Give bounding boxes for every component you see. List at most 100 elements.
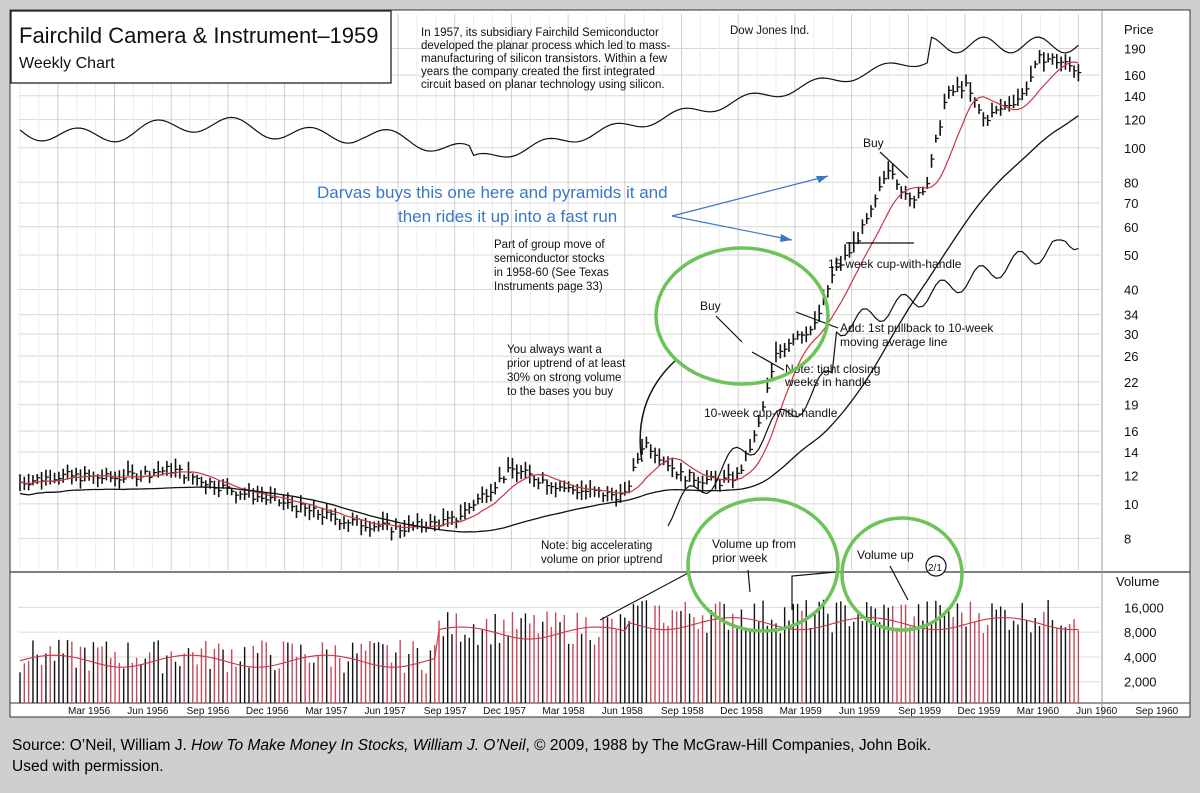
group-move-note-line: Instruments page 33)	[494, 281, 603, 293]
price-tick-label: 34	[1124, 308, 1138, 323]
date-tick-label: Dec 1956	[246, 706, 289, 717]
price-tick-label: 26	[1124, 349, 1138, 364]
date-tick-label: Mar 1956	[68, 706, 111, 717]
date-tick-label: Jun 1958	[602, 706, 644, 717]
cup-15-week-label: 15-week cup-with-handle	[828, 257, 962, 271]
darvas-note-line2: then rides it up into a fast run	[398, 207, 617, 226]
price-tick-label: 50	[1124, 248, 1138, 263]
add-note-line: Add: 1st pullback to 10-week	[840, 321, 994, 335]
date-tick-label: Dec 1959	[958, 706, 1001, 717]
group-move-note-line: Part of group move of	[494, 239, 605, 251]
darvas-arrow-1	[671, 175, 829, 217]
price-tick-label: 70	[1124, 196, 1138, 211]
group-move-note-line: in 1958-60 (See Texas	[494, 267, 609, 279]
date-tick-label: Dec 1957	[483, 706, 526, 717]
volume-tick-label: 16,000	[1124, 600, 1164, 615]
date-tick-label: Mar 1957	[305, 706, 348, 717]
date-tick-label: Jun 1960	[1076, 706, 1118, 717]
darvas-arrow-2	[671, 215, 793, 241]
uptrend-note-line: 30% on strong volume	[507, 372, 621, 384]
price-tick-label: 100	[1124, 141, 1146, 156]
tight-note-line: weeks in handle	[784, 375, 871, 389]
buy-arrow-2	[879, 151, 909, 179]
date-tick-label: Jun 1956	[127, 706, 169, 717]
date-axis: Mar 1956 Jun 1956 Sep 1956 Dec 1956 Mar 1957…	[68, 706, 1179, 717]
add-arrow	[795, 311, 839, 329]
volume-up-arrow-1	[747, 569, 751, 593]
price-tick-label: 22	[1124, 375, 1138, 390]
price-tick-label: 10	[1124, 497, 1138, 512]
price-tick-label: 190	[1124, 42, 1146, 57]
volume-tick-label: 2,000	[1124, 675, 1157, 690]
ma-40-week-line	[19, 115, 1079, 533]
source-prefix: Source: O’Neil, William J.	[12, 737, 192, 754]
intro-note-line: developed the planar process which led t…	[421, 40, 670, 52]
volume-axis-title: Volume	[1116, 574, 1159, 589]
price-tick-label: 19	[1124, 398, 1138, 413]
big-volume-arrow	[599, 571, 691, 621]
volume-tick-label: 4,000	[1124, 650, 1157, 665]
darvas-arrowhead-2	[780, 234, 792, 242]
uptrend-arrow	[639, 359, 677, 463]
volume-up-prior-line: prior week	[712, 551, 768, 565]
intro-note-line: circuit based on planar technology using…	[421, 79, 665, 91]
volume-up-prior-line: Volume up from	[712, 537, 796, 551]
tight-note-line: Note: tight closing	[785, 362, 880, 376]
price-tick-label: 160	[1124, 68, 1146, 83]
uptrend-note-line: to the bases you buy	[507, 386, 613, 398]
uptrend-note-line: prior uptrend of at least	[507, 358, 626, 370]
big-volume-note-line: volume on prior uptrend	[541, 554, 662, 566]
price-tick-label: 40	[1124, 282, 1138, 297]
chart-series	[19, 36, 1082, 703]
price-tick-label: 60	[1124, 220, 1138, 235]
date-tick-label: Sep 1960	[1135, 706, 1178, 717]
highlight-circle-base	[654, 246, 830, 386]
price-tick-label: 16	[1124, 424, 1138, 439]
add-note-line: moving average line	[840, 335, 948, 349]
price-tick-label: 80	[1124, 175, 1138, 190]
price-axis-title: Price	[1124, 22, 1154, 37]
buy-arrow-1	[715, 315, 743, 343]
date-tick-label: Sep 1956	[187, 706, 230, 717]
date-tick-label: Mar 1960	[1017, 706, 1060, 717]
buy-label-1: Buy	[700, 299, 721, 313]
volume-average-line	[19, 617, 1079, 668]
volume-axis: Volume 16,000 8,000 4,000 2,000	[1116, 574, 1164, 690]
date-tick-label: Sep 1957	[424, 706, 467, 717]
source-permission: Used with permission.	[12, 758, 164, 775]
big-volume-note-line: Note: big accelerating	[541, 540, 652, 552]
volume-up-label: Volume up	[857, 548, 914, 562]
date-tick-label: Sep 1959	[898, 706, 941, 717]
price-tick-label: 140	[1124, 89, 1146, 104]
annotations: Fairchild Camera & Instrument–1959 Weekly…	[10, 10, 994, 633]
source-caption: Source: O’Neil, William J. How To Make M…	[12, 735, 1192, 777]
ratio-circle	[925, 555, 947, 577]
date-tick-label: Dec 1958	[720, 706, 763, 717]
group-move-note-line: semiconductor stocks	[494, 253, 605, 265]
cup-10-week-label: 10-week cup-with-handle	[704, 406, 838, 420]
ma-10-week-line	[19, 61, 1079, 529]
price-tick-label: 14	[1124, 445, 1138, 460]
price-tick-label: 12	[1124, 469, 1138, 484]
highlight-circle-volume-2	[840, 516, 964, 632]
volume-tick-label: 8,000	[1124, 625, 1157, 640]
date-tick-label: Sep 1958	[661, 706, 704, 717]
chart-title: Fairchild Camera & Instrument–1959	[19, 23, 379, 48]
darvas-arrowhead-1	[816, 176, 828, 183]
dow-jones-line	[19, 36, 1079, 158]
date-tick-label: Mar 1959	[780, 706, 823, 717]
intro-note-line: manufacturing of silicon transistors. Wi…	[421, 53, 668, 65]
volume-up-arrow-3	[889, 565, 909, 601]
ratio-circle-label: 2/1	[928, 563, 942, 574]
market-label: Dow Jones Ind.	[730, 25, 809, 37]
price-tick-label: 120	[1124, 113, 1146, 128]
buy-label-2: Buy	[863, 136, 884, 150]
price-tick-label: 30	[1124, 327, 1138, 342]
date-tick-label: Jun 1959	[839, 706, 881, 717]
date-tick-label: Mar 1958	[542, 706, 585, 717]
date-tick-label: Jun 1957	[365, 706, 407, 717]
relative-strength-line	[667, 239, 1079, 527]
volume-up-arrow-2	[791, 571, 837, 610]
